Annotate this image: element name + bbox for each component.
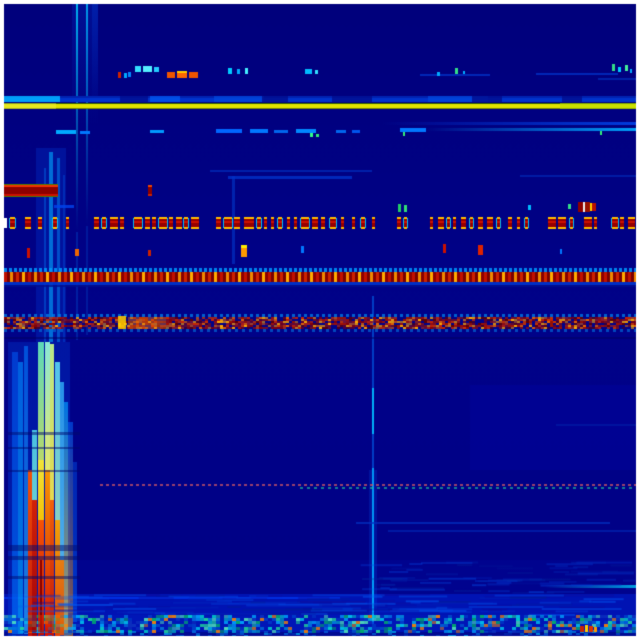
spectrogram-heatmap (0, 0, 640, 640)
spectrogram-viewer (0, 0, 640, 640)
